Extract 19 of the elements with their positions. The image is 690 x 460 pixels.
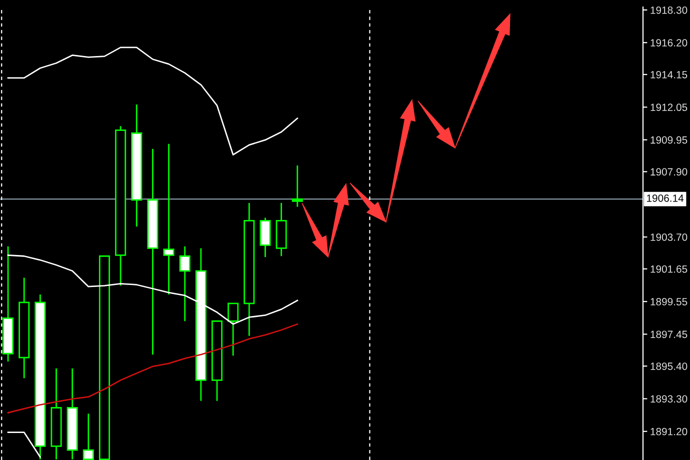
y-tick-label: 1899.55 [650,298,688,306]
y-tick-label: 1897.45 [650,330,688,338]
y-tick-label: 1891.20 [650,428,688,436]
y-tick-label: 1893.30 [650,395,688,403]
candlestick [82,412,94,460]
y-tick-label: 1895.40 [650,362,688,370]
line-series [7,323,298,414]
line-series [7,46,298,156]
ref-line-label: 1906.14 [647,194,684,202]
y-tick-label: 1918.30 [650,6,688,14]
candlestick [292,164,303,208]
y-tick-label: 1907.90 [650,168,688,176]
candlestick [228,302,239,356]
y-tick-label: 1903.70 [650,234,688,241]
y-tick-label: 1909.95 [650,136,688,144]
y-tick-label: 1901.65 [650,265,688,273]
y-tick-label: 1916.20 [650,39,688,46]
y-tick-label: 1914.15 [650,70,688,78]
y-tick-label: 1912.05 [650,104,688,112]
